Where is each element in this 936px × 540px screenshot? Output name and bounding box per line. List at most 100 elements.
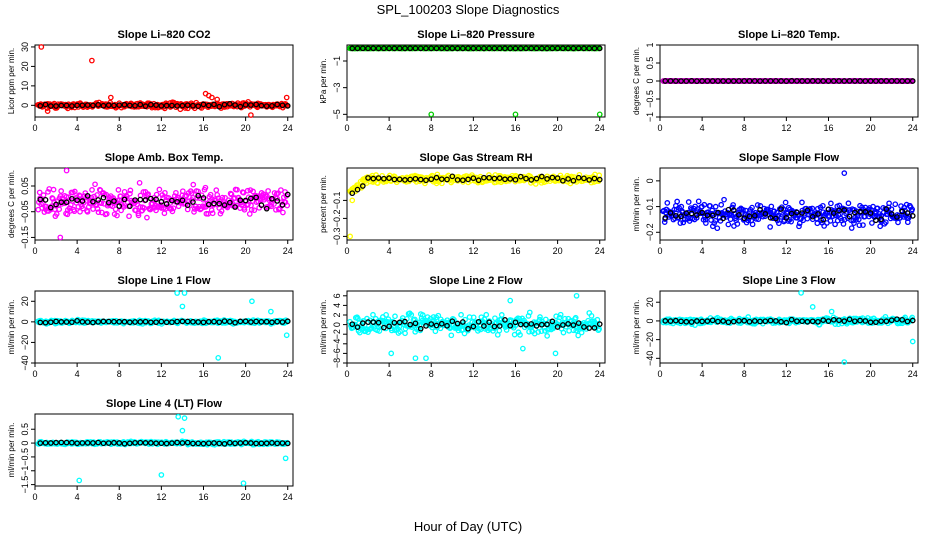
mean-point [263,440,270,447]
y-tick-label: 20 [20,296,30,306]
outlier-point [181,415,188,422]
y-tick-label: −4 [332,339,342,349]
mean-point [226,318,233,325]
mean-point [746,78,753,84]
mean-point [226,439,233,446]
data-point [170,205,177,212]
x-tick-label: 8 [742,369,747,379]
x-tick-label: 24 [908,369,918,379]
mean-point [715,318,721,325]
mean-point [533,175,540,182]
outlier-point [828,308,835,315]
y-tick-label: 6 [332,293,342,298]
data-point [274,195,280,202]
mean-point [820,78,827,84]
mean-point [894,78,900,84]
mean-point [815,78,821,84]
data-point [190,181,197,188]
mean-point [894,316,900,323]
data-point [845,200,852,207]
data-point [725,221,732,228]
mean-point [37,102,44,109]
mean-point [407,321,414,328]
mean-point [258,102,265,109]
mean-point [502,45,508,52]
x-tick-label: 0 [344,369,349,379]
mean-point [153,440,159,447]
mean-point [274,101,281,108]
mean-point [523,175,529,182]
mean-point [804,318,811,325]
mean-point [688,78,695,84]
mean-point [523,321,529,328]
mean-point [200,440,207,447]
data-point [98,200,105,207]
mean-point [736,212,742,218]
mean-point [438,320,445,327]
mean-point [95,318,102,325]
mean-point [762,318,769,325]
data-point [135,212,142,219]
mean-point [258,440,265,447]
data-point [829,213,836,219]
mean-point [221,101,228,108]
panel-title: Slope Li–820 Pressure [417,29,534,41]
data-point [241,206,248,213]
mean-point [678,213,684,220]
outlier-point [283,94,290,101]
data-point [729,204,736,211]
x-tick-label: 0 [657,123,662,133]
mean-point [42,101,49,108]
mean-point [465,45,471,52]
x-tick-label: 20 [241,369,251,379]
data-point [882,219,889,226]
mean-point [174,439,181,446]
mean-point [757,206,763,213]
data-point [114,212,120,219]
mean-point [683,210,690,216]
mean-point [704,212,711,219]
mean-point [258,202,265,208]
data-point [526,309,533,316]
mean-point [783,215,790,221]
data-point [848,225,855,231]
mean-point [715,78,721,84]
mean-point [486,319,493,326]
mean-point [888,317,895,324]
mean-point [396,176,403,183]
data-point [877,223,884,230]
mean-point [836,207,842,214]
mean-point [709,78,716,84]
x-tick-label: 0 [32,492,37,502]
outlier-point [175,413,182,420]
mean-point [37,319,44,326]
mean-point [100,440,107,447]
mean-point [799,318,806,325]
mean-point [830,78,837,84]
mean-point [725,78,732,84]
mean-point [105,440,112,446]
mean-point [284,318,291,325]
mean-point [688,319,695,325]
mean-point [37,440,44,446]
mean-point [746,213,753,220]
data-point [161,210,168,217]
data-point [856,222,863,229]
chart-panel: Slope Line 1 Flow 0 4 8 12 16 20 24 −40 −20 0 20 ml/… [7,275,294,379]
data-point [84,208,91,215]
mean-point [47,103,54,109]
data-point [496,327,503,334]
mean-point [381,175,387,182]
outlier-point [809,304,816,310]
mean-point [284,102,291,109]
y-tick-label: 1 [645,42,655,47]
mean-point [137,439,144,446]
mean-point [407,45,414,52]
data-point [556,314,563,321]
mean-point [137,319,144,325]
x-tick-label: 8 [742,246,747,256]
mean-point [402,177,408,183]
mean-point [433,45,440,52]
mean-point [554,175,561,181]
